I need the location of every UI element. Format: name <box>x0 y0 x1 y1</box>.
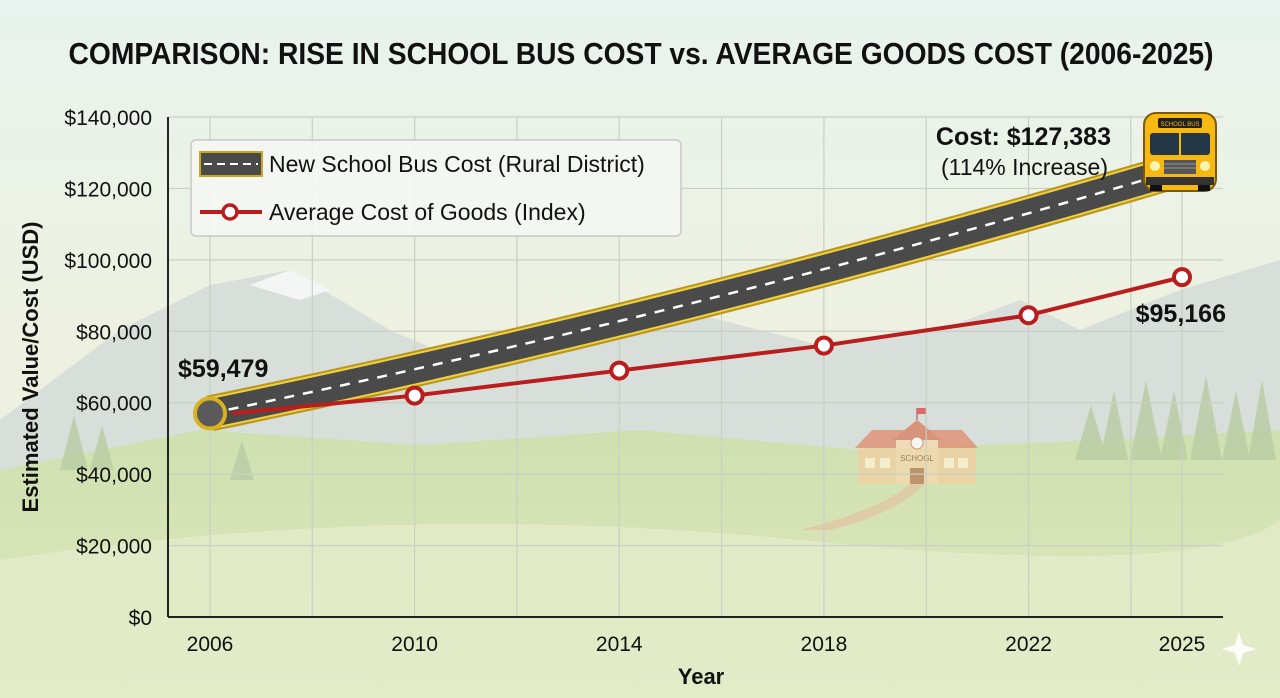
y-tick-label: $20,000 <box>76 536 152 559</box>
y-tick-label: $120,000 <box>64 178 152 201</box>
y-tick-label: $40,000 <box>76 464 152 487</box>
x-tick-label: 2010 <box>391 633 438 656</box>
axes <box>167 117 1223 618</box>
bus-cost-series <box>193 151 1188 432</box>
chart-title: COMPARISON: RISE IN SCHOOL BUS COST vs. … <box>69 36 1214 71</box>
goods-cost-series <box>231 267 1192 416</box>
y-tick-label: $80,000 <box>76 321 152 344</box>
end-increase-label: (114% Increase) <box>941 154 1108 180</box>
x-tick-label: 2018 <box>801 633 848 656</box>
goods-line <box>231 275 1183 416</box>
goods-point <box>813 335 834 356</box>
goods-end-label: $95,166 <box>1136 300 1226 328</box>
legend-box <box>190 139 682 237</box>
y-tick-label: $0 <box>129 607 152 630</box>
goods-point <box>1018 305 1039 326</box>
goods-point <box>1172 267 1192 288</box>
x-tick-label: 2025 <box>1159 633 1206 656</box>
svg-text:SCHOOL BUS: SCHOOL BUS <box>1160 122 1199 128</box>
y-axis-ticks: $0 $20,000 $40,000 $60,000 $80,000 $100,000 $1… <box>64 107 152 630</box>
school-sign-label: SCHOGL <box>900 454 934 463</box>
goods-point <box>404 385 425 406</box>
x-tick-label: 2014 <box>596 633 643 656</box>
goods-point <box>609 360 630 381</box>
schoolhouse-illustration: SCHOGL <box>800 408 978 530</box>
x-tick-label: 2022 <box>1005 633 1052 656</box>
x-axis-ticks: 2006 2010 2014 2018 2022 2025 <box>187 633 1206 656</box>
bus-road-centerline <box>209 167 1183 415</box>
y-axis-title: Estimated Value/Cost (USD) <box>18 222 43 513</box>
legend-label-bus: New School Bus Cost (Rural District) <box>269 151 645 177</box>
x-axis-title: Year <box>678 664 725 689</box>
series-layer <box>193 151 1192 432</box>
legend-swatch-goods <box>200 203 262 221</box>
x-tick-label: 2006 <box>187 633 234 656</box>
y-tick-label: $100,000 <box>64 250 152 273</box>
start-value-label: $59,479 <box>178 355 268 383</box>
sparkle-icon <box>1222 632 1256 666</box>
legend-swatch-road <box>199 151 263 177</box>
school-bus-icon: SCHOOL BUS <box>1143 112 1217 192</box>
y-tick-label: $60,000 <box>76 393 152 416</box>
legend-label-goods: Average Cost of Goods (Index) <box>269 199 586 225</box>
end-cost-label: Cost: $127,383 <box>936 123 1111 151</box>
legend: New School Bus Cost (Rural District) Ave… <box>190 139 682 237</box>
bus-start-marker <box>193 396 227 431</box>
y-tick-label: $140,000 <box>64 107 152 130</box>
